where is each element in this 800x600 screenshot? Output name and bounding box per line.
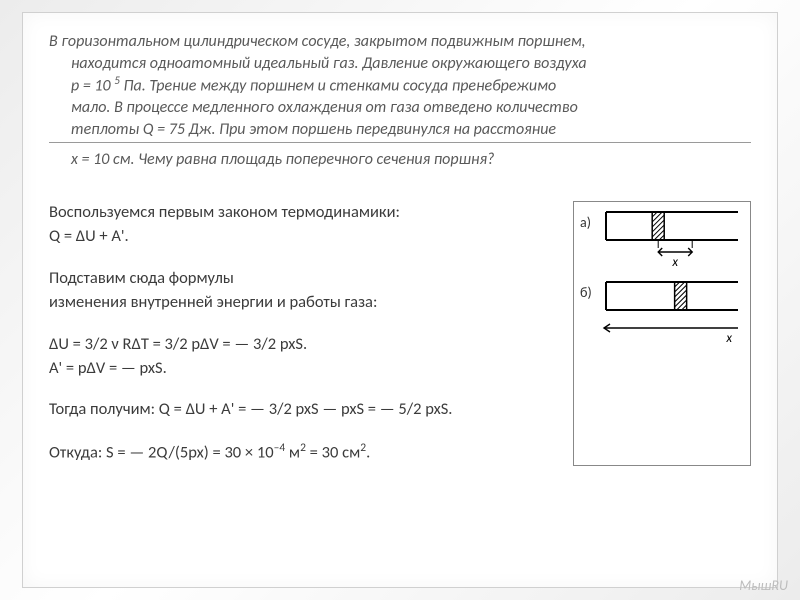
slide-inner: В горизонтальном цилиндрическом сосуде, … — [22, 12, 778, 588]
figure-panel: а) x б) x — [573, 201, 751, 466]
sup: –4 — [274, 441, 286, 455]
problem-line: находится одноатомный идеальный газ. Дав… — [49, 53, 751, 75]
sol-line: A' = pΔV = — pxS. — [49, 357, 565, 381]
problem-line: р = 10 5 Па. Трение между поршнем и стен… — [49, 74, 751, 97]
figure-label-a: а) — [580, 208, 602, 231]
cylinder-b-svg: x — [602, 278, 742, 348]
txt: Па. Трение между поршнем и стенками сосу… — [120, 77, 556, 96]
txt: = 30 см — [306, 443, 360, 463]
txt: . — [366, 443, 370, 463]
solution-text: Воспользуемся первым законом термодинами… — [49, 201, 565, 466]
divider — [49, 142, 751, 143]
figure-label-b: б) — [580, 278, 602, 301]
cylinder-a-svg: x — [602, 208, 742, 268]
problem-line: В горизонтальном цилиндрическом сосуде, … — [49, 31, 751, 53]
sol-line: Q = ΔU + A'. — [49, 225, 565, 249]
sol-line: ΔU = 3/2 ν RΔT = 3/2 pΔV = — 3/2 pxS. — [49, 333, 565, 357]
problem-text: В горизонтальном цилиндрическом сосуде, … — [49, 31, 751, 171]
figure-a: а) x — [580, 208, 744, 268]
slide: В горизонтальном цилиндрическом сосуде, … — [0, 0, 800, 600]
sol-line: Тогда получим: Q = ΔU + A' = — 3/2 pxS —… — [49, 398, 565, 422]
txt: м — [285, 443, 300, 463]
txt: р = 10 — [71, 77, 114, 96]
problem-line: теплоты Q = 75 Дж. При этом поршень пере… — [49, 119, 751, 141]
figure-b: б) x — [580, 278, 744, 348]
problem-line: мало. В процессе медленного охлаждения о… — [49, 97, 751, 119]
svg-text:x: x — [725, 331, 732, 346]
sol-line: Воспользуемся первым законом термодинами… — [49, 201, 565, 225]
sol-line: Откуда: S = — 2Q/(5px) = 30 × 10–4 м2 = … — [49, 440, 565, 465]
txt: Откуда: S = — 2Q/(5px) = 30 × 10 — [49, 443, 274, 463]
body-row: Воспользуемся первым законом термодинами… — [49, 201, 751, 466]
watermark: МышRU — [739, 577, 788, 594]
svg-text:x: x — [671, 255, 678, 268]
sol-line: изменения внутренней энергии и работы га… — [49, 291, 565, 315]
sol-line: Подставим сюда формулы — [49, 267, 565, 291]
problem-line: х = 10 см. Чему равна площадь поперечног… — [49, 149, 751, 171]
